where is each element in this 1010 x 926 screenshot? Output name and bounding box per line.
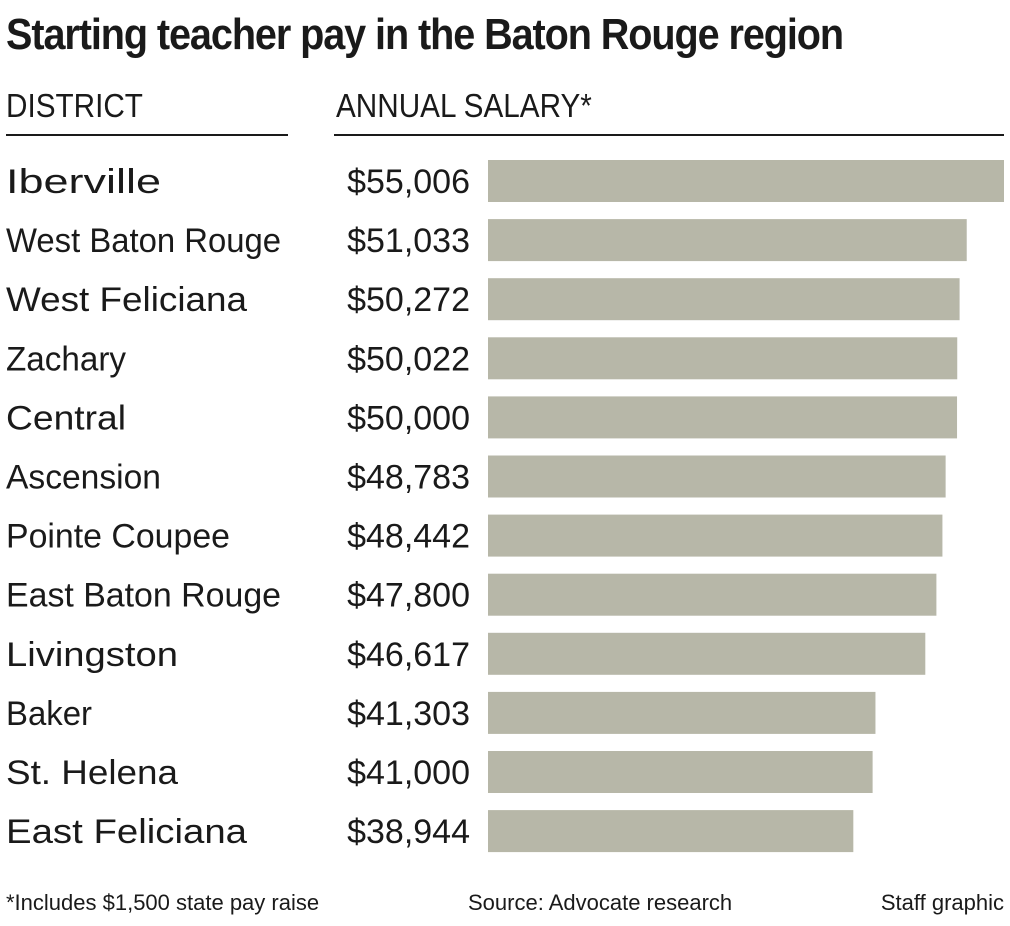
salary-bar xyxy=(488,396,958,439)
salary-bar xyxy=(488,691,876,734)
salary-bar xyxy=(488,337,958,380)
salary-bar xyxy=(488,455,946,498)
source-note: Source: Advocate research xyxy=(468,890,733,915)
salary-bar xyxy=(488,278,960,321)
district-label: West Feliciana xyxy=(6,281,247,319)
district-label: East Feliciana xyxy=(6,813,247,851)
salary-value-label: $48,442 xyxy=(347,518,470,556)
salary-value-label: $55,006 xyxy=(347,163,470,201)
district-label: Iberville xyxy=(6,163,161,201)
district-label: Baker xyxy=(6,695,92,733)
salary-bar xyxy=(488,751,873,793)
salary-bar xyxy=(488,810,854,853)
district-label: East Baton Rouge xyxy=(6,577,281,615)
salary-header-rule xyxy=(334,134,1004,136)
credit-note: Staff graphic xyxy=(880,890,1004,915)
salary-value-label: $41,303 xyxy=(347,695,470,733)
district-label: West Baton Rouge xyxy=(6,222,281,260)
footnote: *Includes $1,500 state pay raise xyxy=(6,890,320,915)
district-column-header: DISTRICT xyxy=(6,87,143,124)
salary-value-label: $41,000 xyxy=(347,754,470,792)
chart-title: Starting teacher pay in the Baton Rouge … xyxy=(6,10,844,59)
district-label: Pointe Coupee xyxy=(6,518,230,556)
salary-column-header: ANNUAL SALARY* xyxy=(336,87,592,124)
district-label: St. Helena xyxy=(6,754,178,792)
salary-value-label: $50,022 xyxy=(347,340,470,378)
salary-bar xyxy=(488,160,1004,202)
salary-value-label: $50,272 xyxy=(347,281,470,319)
salary-bar xyxy=(488,632,926,675)
salary-bar xyxy=(488,219,967,262)
salary-value-label: $50,000 xyxy=(347,399,470,437)
salary-value-label: $48,783 xyxy=(347,459,470,497)
salary-value-label: $38,944 xyxy=(347,813,470,851)
salary-value-label: $51,033 xyxy=(347,222,470,260)
salary-value-label: $46,617 xyxy=(347,636,470,674)
salary-bar xyxy=(488,514,943,557)
district-label: Ascension xyxy=(6,459,161,497)
salary-value-label: $47,800 xyxy=(347,577,470,615)
district-label: Central xyxy=(6,399,126,437)
salary-bar xyxy=(488,573,937,616)
district-header-rule xyxy=(6,134,288,136)
district-label: Livingston xyxy=(6,636,178,674)
district-label: Zachary xyxy=(6,340,126,378)
